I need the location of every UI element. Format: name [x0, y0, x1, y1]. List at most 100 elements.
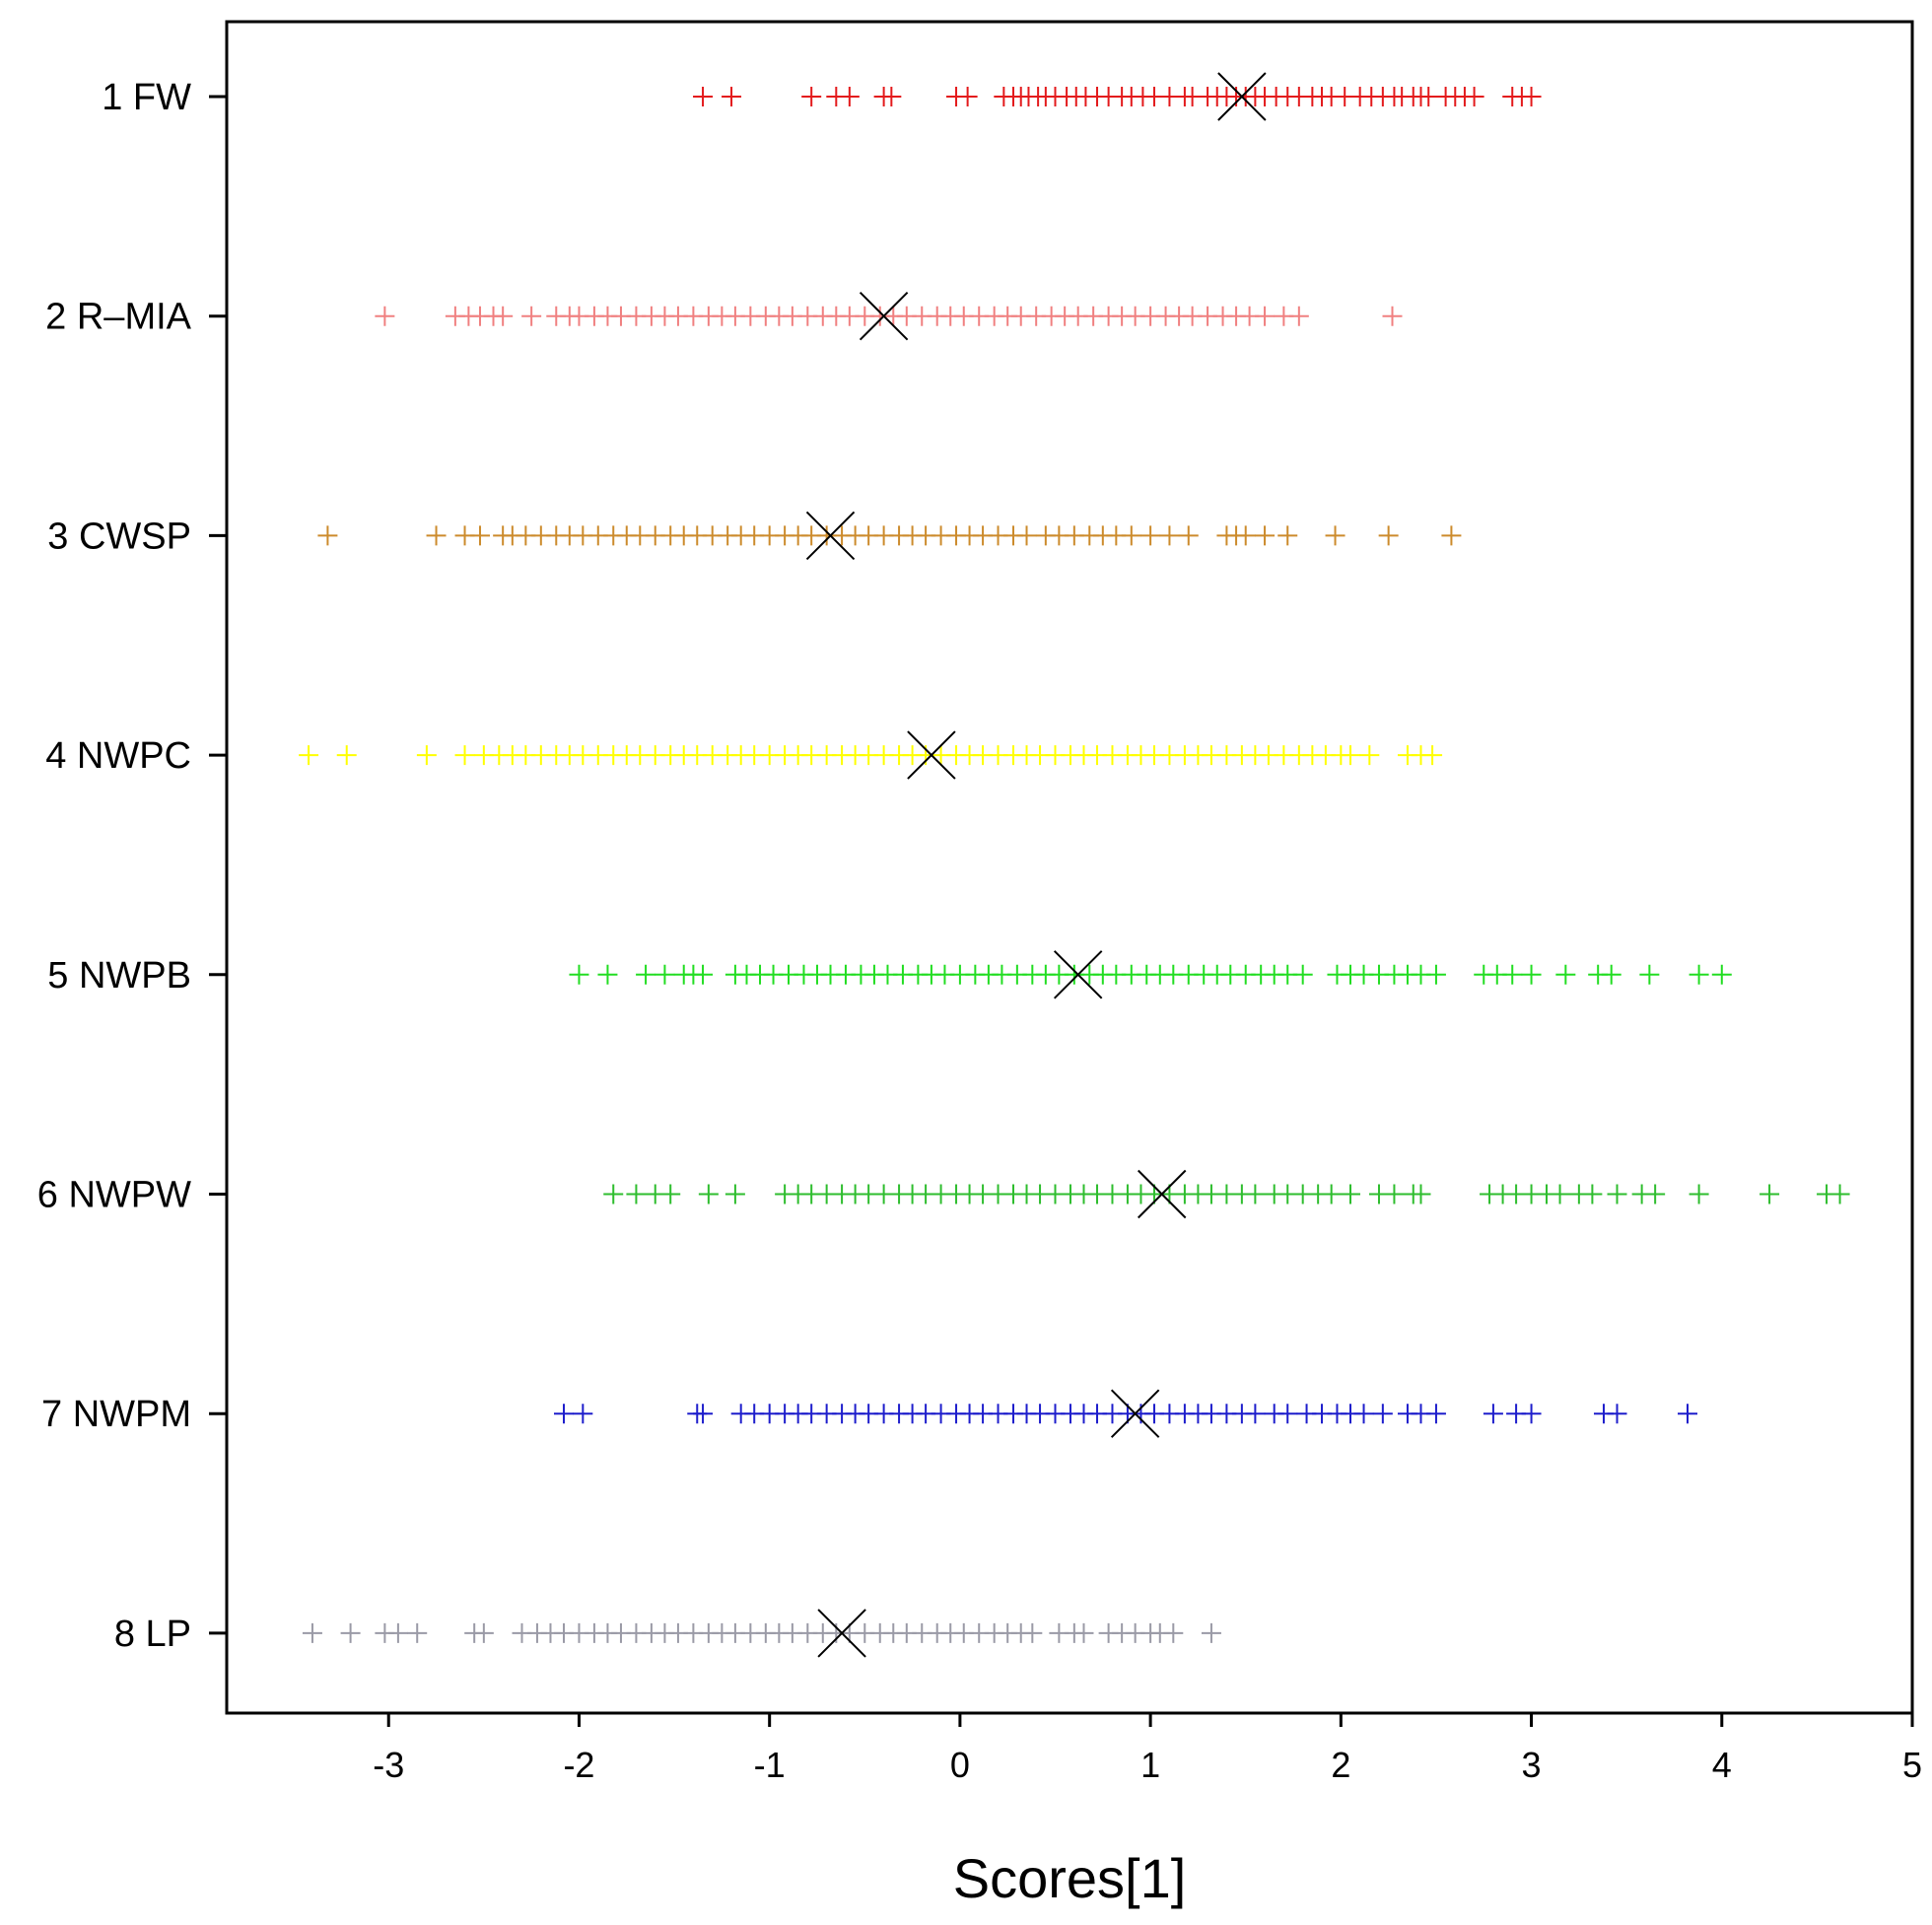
- data-point-marker: [407, 1622, 428, 1643]
- data-point-marker: [426, 525, 447, 546]
- x-tick-label: -3: [373, 1745, 404, 1785]
- plot-frame: [225, 20, 1914, 1715]
- data-point-marker: [1689, 1184, 1709, 1204]
- data-point-marker: [302, 1622, 322, 1643]
- data-point-marker: [299, 745, 319, 766]
- data-point-marker: [1341, 1184, 1360, 1204]
- data-point-marker: [336, 745, 357, 766]
- data-point-marker: [1601, 964, 1622, 985]
- data-point-marker: [1425, 964, 1446, 985]
- data-point-marker: [1689, 964, 1709, 985]
- data-point-marker: [569, 964, 589, 985]
- data-point-marker: [722, 87, 742, 106]
- data-point-marker: [693, 964, 714, 985]
- data-point-marker: [1140, 525, 1161, 546]
- x-tick-label: 2: [1331, 1745, 1350, 1785]
- series-group: [375, 291, 1403, 341]
- data-point-marker: [493, 306, 514, 326]
- data-point-marker: [454, 745, 475, 766]
- data-point-marker: [387, 1622, 408, 1643]
- data-point-marker: [1607, 1404, 1627, 1424]
- data-point-marker: [1521, 1404, 1542, 1424]
- data-point-marker: [1502, 964, 1523, 985]
- series-group: [302, 1609, 1221, 1658]
- data-point-marker: [1678, 1404, 1697, 1424]
- y-tick-label: 2 R–MIA: [45, 297, 191, 338]
- x-axis: -3 -2 -1 0 1 2 3 4 5: [373, 1713, 1922, 1785]
- data-point-marker: [416, 745, 437, 766]
- mean-marker: [1110, 1389, 1160, 1438]
- data-point-marker: [1483, 1404, 1503, 1424]
- data-point-marker: [1121, 525, 1141, 546]
- data-point-marker: [1255, 525, 1276, 546]
- series-group: [299, 730, 1443, 780]
- y-tick-label: 4 NWPC: [45, 735, 191, 777]
- data-point-marker: [1411, 1184, 1431, 1204]
- y-tick-label: 1 FW: [102, 77, 191, 118]
- data-point-marker: [1639, 964, 1660, 985]
- data-point-marker: [1422, 745, 1443, 766]
- data-point-marker: [1378, 525, 1399, 546]
- series-group: [693, 72, 1542, 121]
- x-tick-label: -1: [754, 1745, 786, 1785]
- data-point-marker: [1353, 1404, 1374, 1424]
- data-point-marker: [1163, 1622, 1184, 1643]
- data-point-marker: [839, 87, 860, 106]
- data-point-marker: [1555, 964, 1576, 985]
- data-point-marker: [1292, 964, 1313, 985]
- data-point-marker: [573, 1404, 593, 1424]
- data-point-marker: [693, 1404, 714, 1424]
- x-tick-label: 0: [950, 1745, 970, 1785]
- data-point-marker: [1255, 306, 1276, 326]
- data-point-marker: [1464, 87, 1484, 106]
- data-point-marker: [1245, 1404, 1266, 1424]
- data-point-marker: [957, 87, 978, 106]
- data-point-marker: [693, 87, 714, 106]
- data-point-marker: [597, 964, 618, 985]
- data-point-marker: [1418, 87, 1439, 106]
- data-point-marker: [1607, 1184, 1627, 1204]
- series-group: [569, 950, 1732, 999]
- y-tick-label: 3 CWSP: [47, 516, 191, 557]
- data-point-marker: [603, 1184, 624, 1204]
- data-point-marker: [1277, 525, 1298, 546]
- data-point-marker: [554, 1404, 574, 1424]
- data-point-marker: [636, 964, 656, 985]
- data-point-marker: [1178, 525, 1199, 546]
- mean-marker: [805, 511, 856, 561]
- data-point-marker: [1425, 1404, 1446, 1424]
- data-point-marker: [1760, 1184, 1780, 1204]
- x-tick-label: 4: [1712, 1745, 1732, 1785]
- data-point-marker: [375, 306, 395, 326]
- x-tick-label: -2: [563, 1745, 594, 1785]
- y-tick-label: 8 LP: [114, 1614, 191, 1655]
- mean-marker: [817, 1609, 866, 1658]
- data-point-marker: [1582, 1184, 1603, 1204]
- data-point-marker: [473, 1622, 494, 1643]
- data-point-marker: [1521, 964, 1542, 985]
- data-point-marker: [724, 1184, 745, 1204]
- x-axis-label: Scores[1]: [953, 1847, 1187, 1909]
- data-point-marker: [1022, 1622, 1043, 1643]
- data-point-marker: [1073, 1622, 1094, 1643]
- y-axis: 1 FW 2 R–MIA 3 CWSP 4 NWPC 5 NWPB 6 NWPW 7 NWP…: [37, 77, 227, 1655]
- data-point-marker: [1245, 1184, 1266, 1204]
- data-point-marker: [1288, 306, 1309, 326]
- data-point-marker: [801, 87, 822, 106]
- y-tick-label: 5 NWPB: [47, 955, 191, 997]
- data-point-marker: [469, 525, 490, 546]
- data-point-marker: [1016, 525, 1037, 546]
- data-point-marker: [881, 87, 902, 106]
- data-point-marker: [1372, 1404, 1393, 1424]
- data-point-marker: [1829, 1184, 1850, 1204]
- x-tick-label: 3: [1522, 1745, 1542, 1785]
- data-point-marker: [1201, 1622, 1221, 1643]
- y-tick-label: 7 NWPM: [41, 1394, 191, 1435]
- mean-marker: [907, 730, 956, 780]
- data-point-marker: [1341, 745, 1360, 766]
- data-point-marker: [655, 964, 675, 985]
- data-point-marker: [1384, 1184, 1405, 1204]
- data-point-marker: [626, 1184, 647, 1204]
- data-point-marker: [1441, 525, 1462, 546]
- data-point-marker: [317, 525, 338, 546]
